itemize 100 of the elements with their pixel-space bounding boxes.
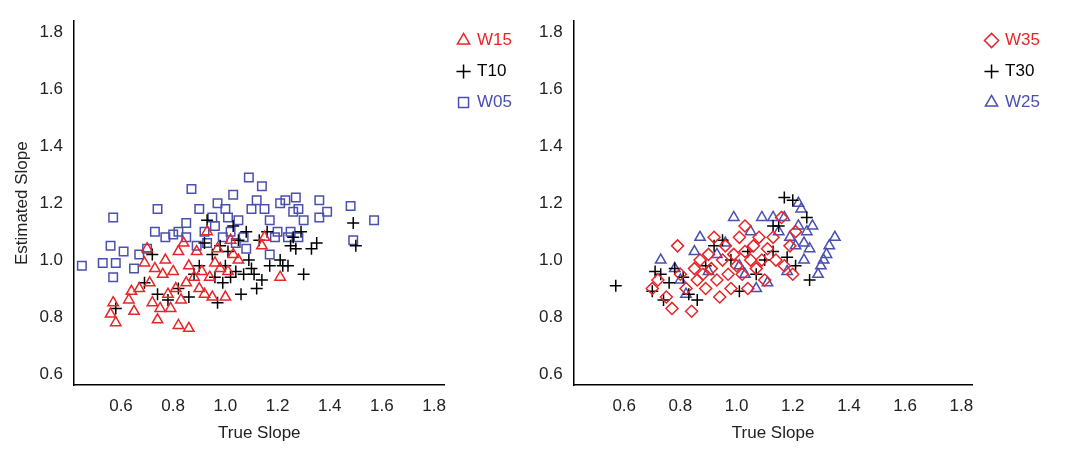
point [228,189,239,200]
point [151,313,164,324]
point [798,253,810,264]
point [789,239,802,250]
point [314,212,325,223]
point [288,206,299,217]
point [654,253,667,264]
point [783,239,797,253]
x-axis-title: True Slope [218,423,301,443]
point [198,287,211,298]
point [159,253,172,264]
point [156,267,169,279]
point [707,239,721,253]
y-tick-label: 1.0 [538,249,563,269]
point [701,247,716,262]
point [704,261,719,276]
y-tick-label: 0.8 [39,306,64,326]
point [125,284,138,296]
x-axis-title: True Slope [731,423,815,443]
point [724,281,738,296]
point [76,260,87,271]
point [812,267,824,279]
point [269,232,280,243]
point [194,203,205,214]
point [294,224,308,239]
point [798,236,810,247]
point [609,278,623,293]
point [749,267,763,282]
point [143,276,156,287]
y-tick-label: 1.6 [39,79,64,99]
point [803,241,816,253]
point [241,243,252,254]
point [732,230,747,245]
point [177,236,190,247]
point [772,224,785,236]
point [800,224,813,236]
point [232,253,245,264]
point [223,270,238,284]
x-tick-label: 0.6 [109,396,133,416]
point [219,290,232,301]
y-tick-label: 1.2 [538,192,563,212]
point [349,239,363,253]
point [766,244,780,259]
y-tick-label: 1.6 [538,79,563,99]
point [788,259,803,273]
point [750,281,763,293]
point [173,226,184,237]
legend-label: T10 [477,61,507,81]
point [690,273,704,287]
x-tick-label: 1.4 [837,396,861,416]
point [208,256,221,267]
point [670,239,685,253]
point [148,261,161,273]
point [792,196,805,207]
point [122,293,135,304]
point [710,247,723,259]
point [231,233,246,247]
point [702,264,715,276]
point [651,273,665,287]
point [688,244,701,256]
point [309,236,324,250]
legend-label: T30 [1005,61,1035,81]
point [181,218,192,229]
point [109,315,122,327]
point [169,281,182,293]
point [684,304,699,319]
point [795,202,808,213]
x-tick-label: 1.2 [780,396,805,416]
point [182,290,196,304]
point [792,219,805,230]
point [180,276,193,287]
point [712,290,727,304]
y-tick-label: 1.8 [39,22,64,42]
point [766,230,780,245]
point [800,210,814,225]
point [296,267,311,282]
point [108,272,119,283]
point [168,229,179,240]
y-tick-label: 0.8 [538,306,563,326]
point [718,239,733,253]
point [104,307,117,318]
point [199,226,210,237]
point [369,215,380,226]
point [304,241,319,256]
point [346,216,360,230]
point [193,281,206,293]
legend-label: W05 [477,92,513,112]
point [715,253,730,267]
y-axis-title: Estimated Slope [11,141,31,266]
point [777,190,792,205]
point [769,253,783,267]
point [249,281,264,296]
point [225,226,236,237]
point [145,247,160,262]
point [298,215,309,226]
point [105,240,116,251]
point [133,281,146,293]
point [251,195,262,206]
point [214,261,227,273]
point [246,203,257,214]
